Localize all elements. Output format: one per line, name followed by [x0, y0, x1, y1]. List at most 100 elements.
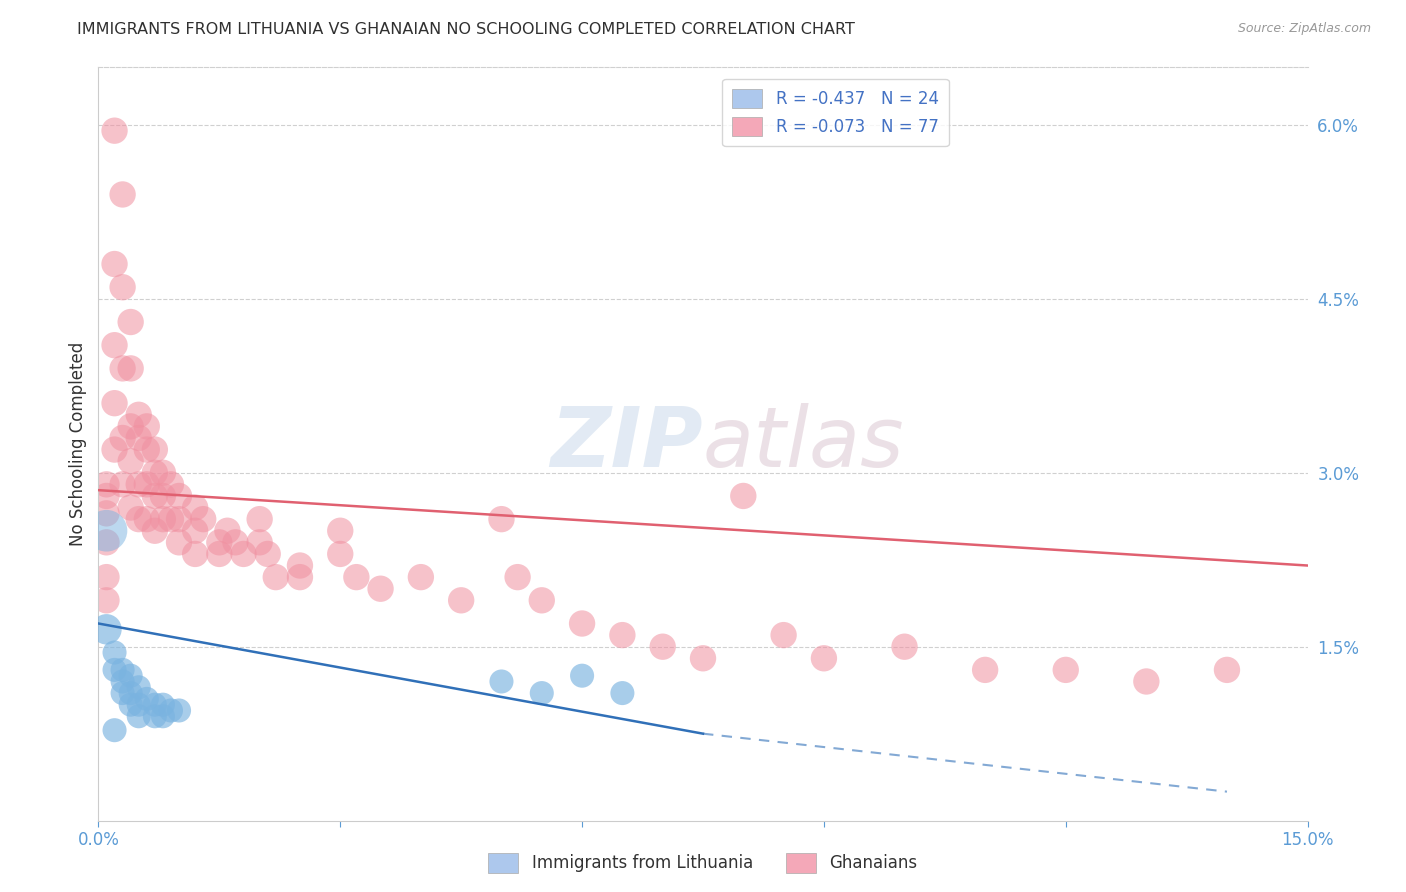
- Point: [571, 669, 593, 683]
- Point: [103, 257, 125, 271]
- Point: [288, 558, 311, 573]
- Point: [249, 535, 271, 549]
- Point: [111, 280, 134, 294]
- Point: [143, 489, 166, 503]
- Point: [692, 651, 714, 665]
- Point: [143, 466, 166, 480]
- Point: [111, 477, 134, 491]
- Point: [96, 623, 118, 637]
- Point: [120, 669, 142, 683]
- Point: [103, 396, 125, 410]
- Point: [184, 500, 207, 515]
- Point: [491, 674, 513, 689]
- Point: [135, 512, 157, 526]
- Point: [128, 408, 150, 422]
- Point: [208, 547, 231, 561]
- Point: [813, 651, 835, 665]
- Point: [128, 431, 150, 445]
- Point: [111, 686, 134, 700]
- Point: [128, 477, 150, 491]
- Point: [491, 512, 513, 526]
- Point: [120, 315, 142, 329]
- Point: [167, 703, 190, 717]
- Point: [120, 454, 142, 468]
- Point: [120, 419, 142, 434]
- Point: [409, 570, 432, 584]
- Point: [217, 524, 239, 538]
- Point: [193, 512, 215, 526]
- Point: [160, 512, 183, 526]
- Point: [111, 431, 134, 445]
- Point: [128, 681, 150, 695]
- Point: [160, 703, 183, 717]
- Point: [135, 477, 157, 491]
- Point: [152, 489, 174, 503]
- Point: [208, 535, 231, 549]
- Point: [370, 582, 392, 596]
- Point: [288, 570, 311, 584]
- Point: [135, 419, 157, 434]
- Point: [103, 123, 125, 137]
- Point: [256, 547, 278, 561]
- Point: [135, 442, 157, 457]
- Point: [772, 628, 794, 642]
- Point: [167, 489, 190, 503]
- Point: [96, 593, 118, 607]
- Point: [571, 616, 593, 631]
- Point: [120, 686, 142, 700]
- Point: [111, 187, 134, 202]
- Point: [120, 698, 142, 712]
- Point: [733, 489, 755, 503]
- Point: [506, 570, 529, 584]
- Point: [612, 628, 634, 642]
- Point: [1216, 663, 1239, 677]
- Point: [450, 593, 472, 607]
- Point: [128, 709, 150, 723]
- Point: [184, 524, 207, 538]
- Legend: R = -0.437   N = 24, R = -0.073   N = 77: R = -0.437 N = 24, R = -0.073 N = 77: [723, 79, 949, 145]
- Point: [184, 547, 207, 561]
- Point: [143, 698, 166, 712]
- Point: [128, 512, 150, 526]
- Point: [143, 709, 166, 723]
- Point: [135, 692, 157, 706]
- Point: [329, 547, 352, 561]
- Point: [160, 477, 183, 491]
- Point: [103, 442, 125, 457]
- Text: ZIP: ZIP: [550, 403, 703, 484]
- Point: [96, 524, 118, 538]
- Point: [264, 570, 287, 584]
- Point: [344, 570, 367, 584]
- Point: [167, 512, 190, 526]
- Point: [167, 535, 190, 549]
- Point: [96, 507, 118, 521]
- Point: [651, 640, 673, 654]
- Point: [143, 442, 166, 457]
- Point: [96, 535, 118, 549]
- Legend: Immigrants from Lithuania, Ghanaians: Immigrants from Lithuania, Ghanaians: [482, 847, 924, 880]
- Point: [96, 489, 118, 503]
- Point: [1135, 674, 1157, 689]
- Point: [120, 500, 142, 515]
- Point: [893, 640, 915, 654]
- Point: [111, 674, 134, 689]
- Point: [974, 663, 997, 677]
- Point: [612, 686, 634, 700]
- Point: [103, 646, 125, 660]
- Point: [103, 723, 125, 738]
- Text: Source: ZipAtlas.com: Source: ZipAtlas.com: [1237, 22, 1371, 36]
- Point: [103, 663, 125, 677]
- Point: [249, 512, 271, 526]
- Point: [120, 361, 142, 376]
- Point: [329, 524, 352, 538]
- Point: [128, 698, 150, 712]
- Point: [143, 524, 166, 538]
- Point: [111, 663, 134, 677]
- Point: [152, 512, 174, 526]
- Point: [152, 709, 174, 723]
- Point: [530, 686, 553, 700]
- Point: [530, 593, 553, 607]
- Point: [103, 338, 125, 352]
- Point: [111, 361, 134, 376]
- Point: [96, 477, 118, 491]
